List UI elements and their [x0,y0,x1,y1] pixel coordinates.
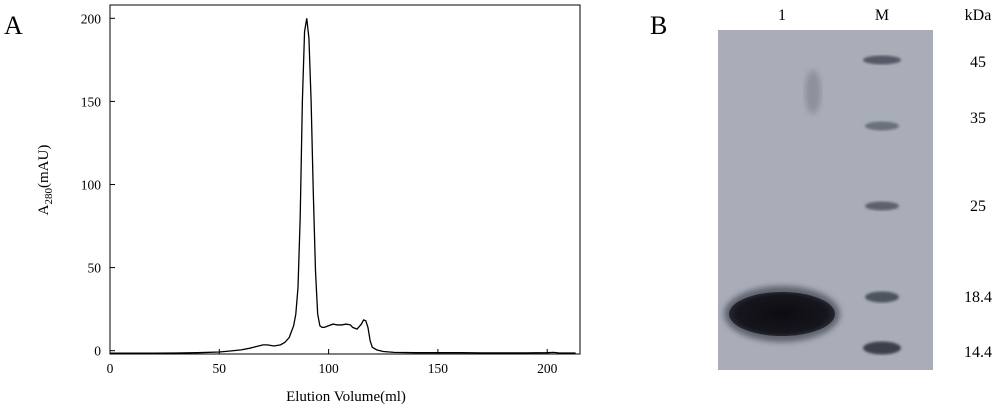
y-axis-label-main: A [36,204,52,215]
marker-label-25: 25 [970,198,986,215]
marker-band-25 [865,202,899,211]
sds-page-gel: 1 M kDa 45 35 25 18.4 14.4 [718,7,992,370]
y-tick-label: 100 [81,177,102,192]
kda-unit-label: kDa [965,7,992,24]
x-tick-label: 50 [213,361,227,376]
lane-1-band [729,292,835,336]
plot-frame [110,5,580,354]
panel-a-label: A [4,11,23,40]
x-tick-label: 100 [318,361,339,376]
marker-label-14-4: 14.4 [964,344,992,361]
y-axis-label-unit: (mAU) [36,145,52,188]
marker-band-14-4 [863,342,901,355]
y-tick-label: 50 [88,261,102,276]
marker-label-35: 35 [970,110,986,127]
x-axis-label: Elution Volume(ml) [286,389,406,405]
marker-band-35 [865,122,899,131]
panel-b-label: B [650,11,667,40]
lane-1-label: 1 [778,7,786,24]
y-tick-label: 150 [81,94,102,109]
y-axis-label-sub: 280 [43,187,55,204]
lane-m-label: M [875,7,889,24]
marker-label-18-4: 18.4 [964,289,992,306]
y-tick-label: 0 [94,344,101,359]
marker-band-45 [863,56,901,65]
chromatogram-trace [110,18,576,353]
elution-chart: 0 50 100 150 200 0 50 100 150 200 Elution Volume… [36,5,580,405]
gel-smear [805,70,821,114]
marker-band-18-4 [865,292,899,303]
y-axis-label: A280(mAU) [36,145,55,216]
x-tick-label: 200 [537,361,558,376]
x-tick-label: 150 [428,361,449,376]
y-tick-label: 200 [81,11,102,26]
x-tick-label: 0 [107,361,114,376]
marker-label-45: 45 [970,54,986,71]
